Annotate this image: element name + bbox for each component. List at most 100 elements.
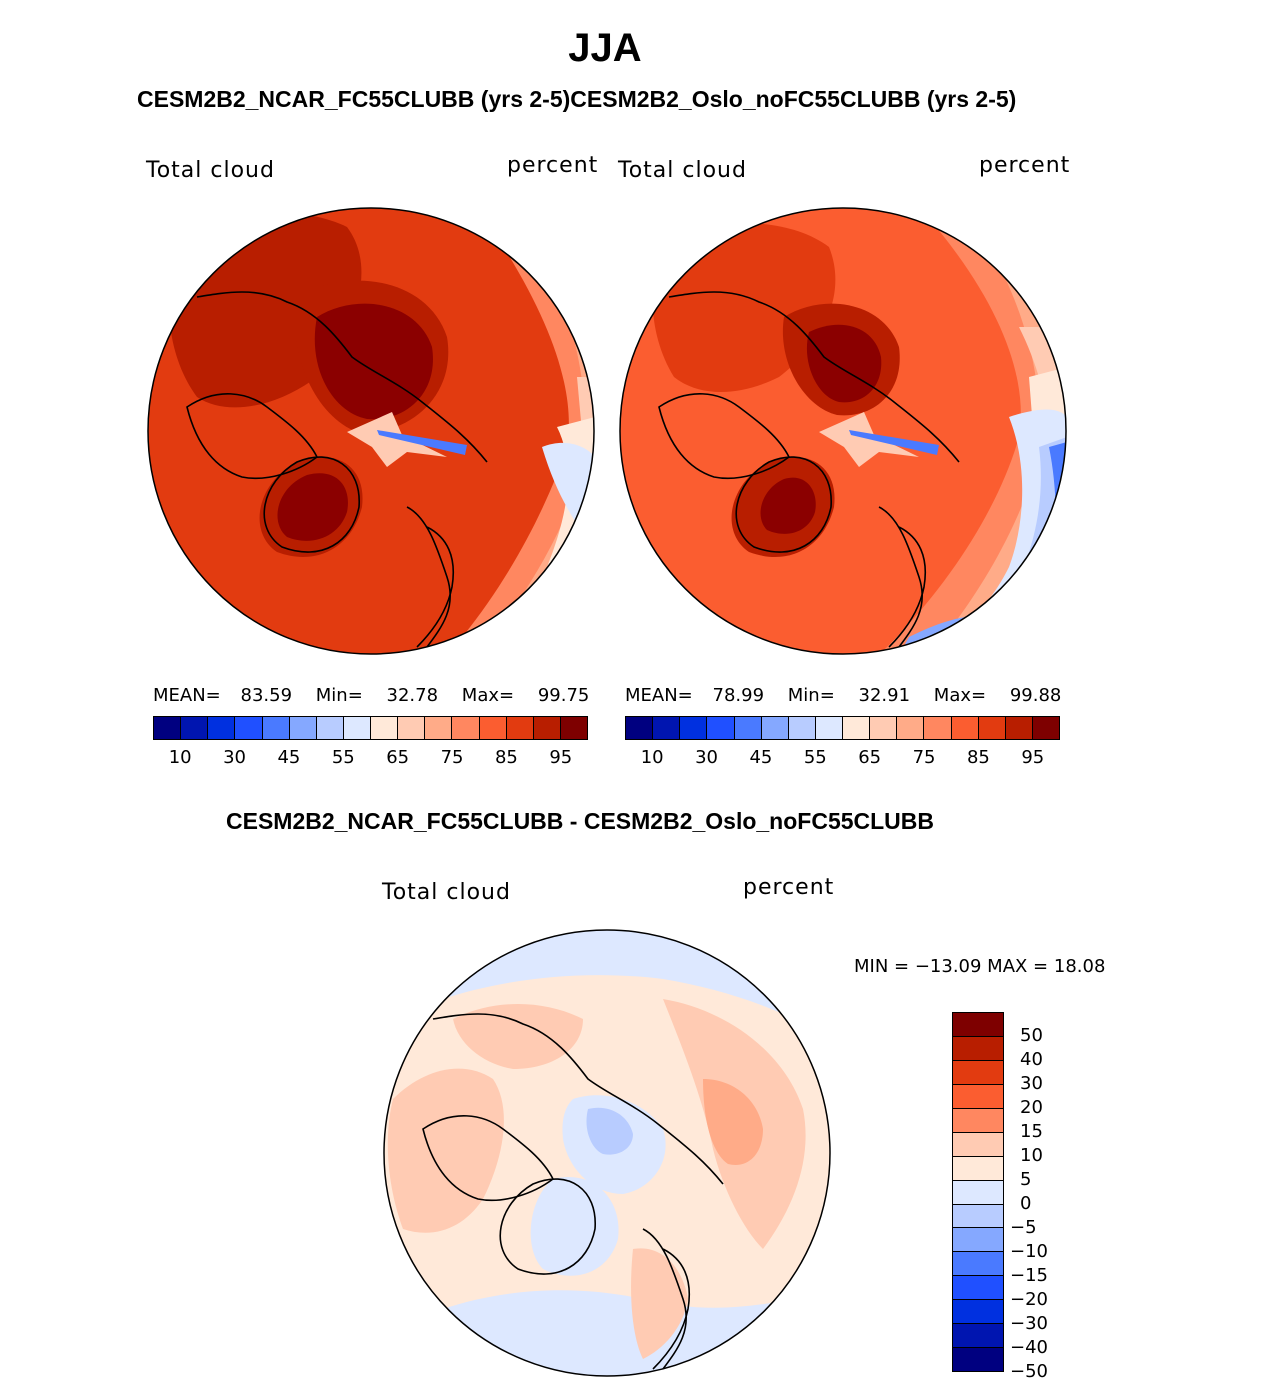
panel-ncar-units-label: percent: [507, 153, 599, 178]
colorbar-oslo-tick-label: 75: [912, 747, 936, 768]
colorbar-ncar-swatch: [262, 717, 290, 739]
colorbar-oslo-swatch: [870, 717, 898, 739]
colorbar-ncar-swatch: [479, 717, 507, 739]
top-subtitle: CESM2B2_NCAR_FC55CLUBB (yrs 2-5)CESM2B2_…: [137, 86, 1017, 112]
colorbar-difference-swatch: [953, 1348, 1003, 1372]
map-diff-coastline-eurasia: [432, 1013, 724, 1370]
colorbar-difference-swatch: [953, 1036, 1003, 1061]
colorbar-difference-tick-label: −40: [1010, 1337, 1048, 1358]
colorbar-difference-tick-label: −50: [1010, 1361, 1048, 1382]
map-ncar-deepred-greenland: [277, 473, 348, 541]
map-oslo-blue-pole-streak: [849, 430, 939, 455]
panel-ncar-min-label: Min=: [315, 685, 363, 706]
colorbar-ncar-swatch: [235, 717, 263, 739]
panel-oslo-variable-label: Total cloud: [618, 158, 747, 183]
colorbar-oslo-swatch: [978, 717, 1006, 739]
colorbar-difference-swatch: [953, 1084, 1003, 1109]
colorbar-oslo-tick-label: 45: [749, 747, 773, 768]
colorbar-ncar-tick-label: 30: [223, 747, 247, 768]
colorbar-ncar-tick-label: 85: [494, 747, 518, 768]
colorbar-ncar-swatch: [316, 717, 344, 739]
colorbar-oslo-swatch: [680, 717, 708, 739]
colorbar-oslo-tick-label: 65: [858, 747, 882, 768]
colorbar-oslo-swatch: [897, 717, 925, 739]
colorbar-difference-swatch: [953, 1013, 1003, 1037]
colorbar-ncar-swatch: [560, 717, 587, 739]
colorbar-difference-swatch: [953, 1252, 1003, 1277]
colorbar-difference-swatch: [953, 1132, 1003, 1157]
colorbar-oslo: [625, 716, 1060, 740]
colorbar-ncar-swatch: [371, 717, 399, 739]
colorbar-ncar-swatch: [181, 717, 209, 739]
map-diff-paleblue-pole: [586, 1107, 633, 1155]
panel-ncar-max-value: 99.75: [537, 685, 590, 706]
colorbar-oslo-tick-label: 55: [803, 747, 827, 768]
panel-oslo-max-value: 99.88: [1009, 685, 1062, 706]
map-diff-lightblue-greenland: [530, 1177, 619, 1276]
map-ncar-coastline-greenland: [263, 456, 360, 553]
colorbar-oslo-swatch: [626, 717, 654, 739]
map-diff-coastline-scandinavia: [652, 1248, 690, 1370]
colorbar-ncar-swatch: [289, 717, 317, 739]
colorbar-oslo-tick-label: 30: [695, 747, 719, 768]
panel-oslo-units-label: percent: [979, 153, 1071, 178]
map-oslo-cream-pole-streaks: [819, 412, 919, 467]
panel-oslo-min-value: 32.91: [858, 685, 911, 706]
panel-ncar-variable-label: Total cloud: [146, 158, 275, 183]
colorbar-ncar-tick-label: 75: [440, 747, 464, 768]
diff-subtitle: CESM2B2_NCAR_FC55CLUBB - CESM2B2_Oslo_no…: [226, 808, 935, 834]
colorbar-difference-tick-label: −30: [1010, 1313, 1048, 1334]
colorbar-oslo-swatch: [1032, 717, 1059, 739]
map-diff-coastline-greenland: [499, 1178, 596, 1275]
map-oslo-coastline-scandinavia: [888, 526, 926, 648]
colorbar-ncar-tick-label: 10: [168, 747, 192, 768]
colorbar-difference-ticks: 50 40 30 20 15 10 5 0 −5 −10 −15 −20 −30 −40 −50: [1010, 1012, 1090, 1382]
colorbar-ncar-tick-label: 55: [331, 747, 355, 768]
colorbar-ncar: [153, 716, 588, 740]
panel-oslo-mean-value: 78.99: [712, 685, 765, 706]
map-ncar-blue-pole-streak: [377, 430, 467, 455]
colorbar-oslo-tick-label: 10: [640, 747, 664, 768]
map-oslo-coastline-canada: [658, 393, 791, 480]
colorbar-difference: [952, 1012, 1004, 1372]
colorbar-ncar-ticks: 10 30 45 55 65 75 85 95: [153, 747, 588, 769]
colorbar-difference-tick-label: 20: [1020, 1097, 1043, 1118]
colorbar-difference-swatch: [953, 1228, 1003, 1253]
colorbar-difference-tick-label: 15: [1020, 1121, 1043, 1142]
colorbar-oslo-swatch: [761, 717, 789, 739]
panel-ncar-mean-value: 83.59: [240, 685, 293, 706]
map-diff-peach-north: [453, 1004, 583, 1069]
colorbar-oslo-tick-label: 95: [1021, 747, 1045, 768]
map-diff-salmon-east: [703, 1079, 763, 1165]
colorbar-ncar-swatch: [154, 717, 182, 739]
map-ncar-cream-pole-streaks: [347, 412, 447, 467]
colorbar-difference-swatch: [953, 1204, 1003, 1229]
diff-minmax: MIN = −13.09 MAX = 18.08: [854, 956, 1106, 977]
panel-ncar-stats: MEAN= 83.59 Min= 32.78 Max= 99.75: [153, 685, 589, 706]
colorbar-ncar-tick-label: 45: [277, 747, 301, 768]
map-ncar-coastline-eurasia: [196, 291, 488, 648]
map-oslo-deepred-greenland: [760, 477, 816, 534]
map-oslo-coastline-greenland: [735, 456, 832, 553]
colorbar-ncar-swatch: [398, 717, 426, 739]
colorbar-difference-tick-label: 5: [1020, 1169, 1032, 1190]
colorbar-difference-tick-label: 10: [1020, 1145, 1043, 1166]
colorbar-difference-tick-label: −15: [1010, 1265, 1048, 1286]
colorbar-difference-swatch: [953, 1300, 1003, 1325]
colorbar-ncar-swatch: [533, 717, 561, 739]
colorbar-ncar-tick-label: 95: [549, 747, 573, 768]
colorbar-difference-tick-label: 30: [1020, 1073, 1043, 1094]
colorbar-oslo-ticks: 10 30 45 55 65 75 85 95: [625, 747, 1060, 769]
colorbar-oslo-swatch: [707, 717, 735, 739]
map-ncar-deepred-arctic: [314, 303, 433, 420]
figure-title: JJA: [568, 26, 642, 70]
panel-ncar-mean-label: MEAN=: [153, 685, 221, 706]
colorbar-difference-swatch: [953, 1180, 1003, 1205]
diff-variable-label: Total cloud: [382, 880, 511, 905]
colorbar-oslo-swatch: [951, 717, 979, 739]
colorbar-difference-swatch: [953, 1276, 1003, 1301]
map-diff-peach-scandinavia: [631, 1248, 688, 1359]
panel-oslo-max-label: Max=: [933, 685, 987, 706]
map-oslo: [619, 207, 1067, 655]
colorbar-difference-tick-label: −10: [1010, 1241, 1048, 1262]
